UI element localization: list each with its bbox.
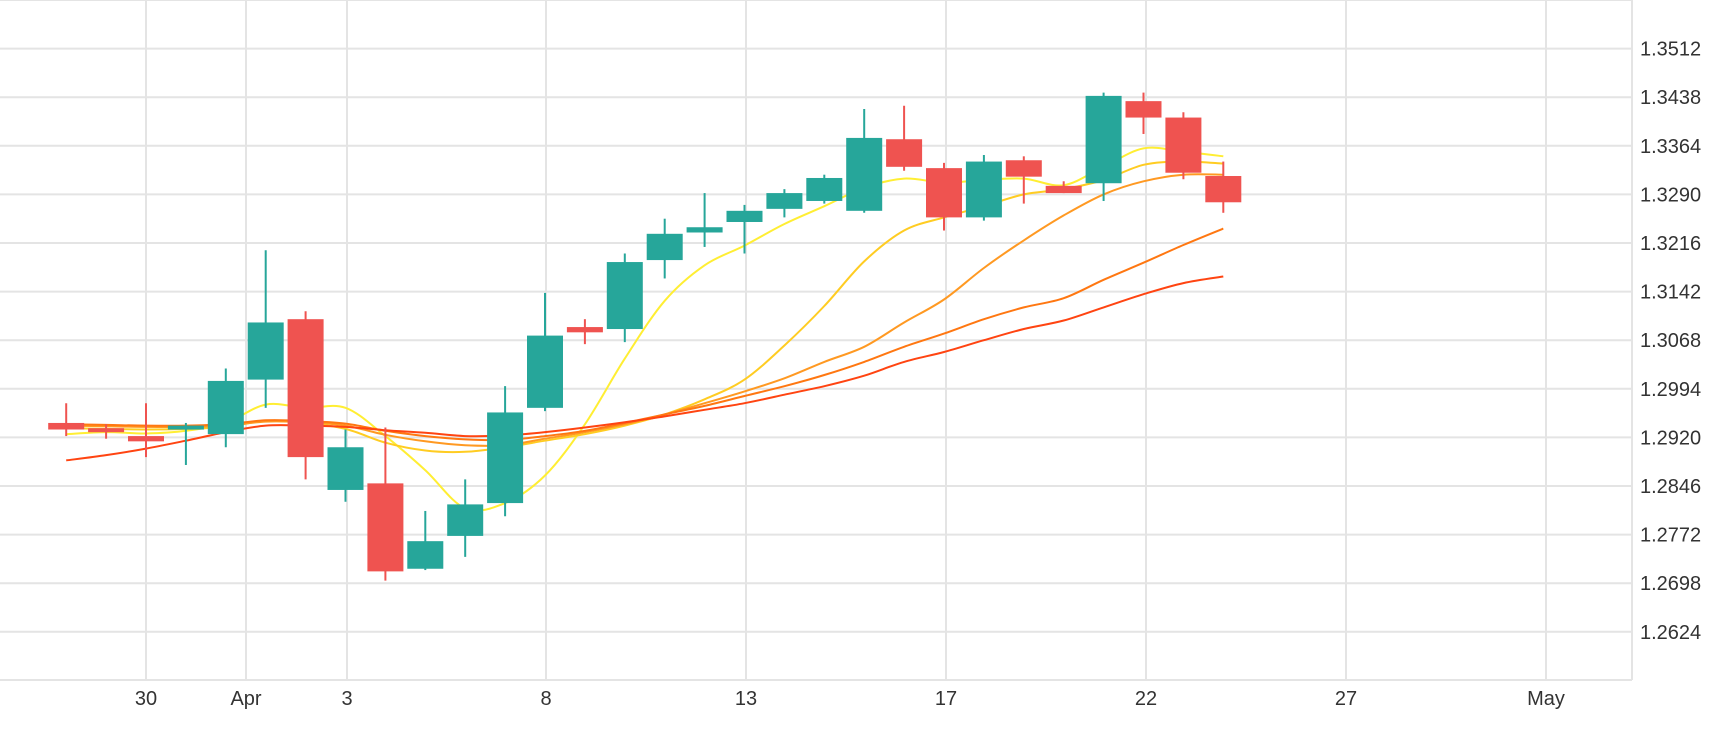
moving-average-lines	[66, 146, 1224, 512]
x-tick-label: May	[1527, 688, 1565, 710]
candle-up	[965, 154, 1002, 221]
candle-up	[487, 386, 524, 517]
candle-body	[886, 139, 923, 167]
y-tick-label: 1.3512	[1640, 39, 1701, 61]
candle-up	[846, 109, 883, 213]
candle-body	[207, 380, 244, 435]
candle-down	[128, 403, 164, 458]
x-tick-label: 22	[1135, 688, 1157, 710]
candle-body	[965, 161, 1002, 218]
candle-up	[447, 479, 484, 557]
candle-down	[1205, 161, 1242, 213]
y-tick-label: 1.2698	[1640, 573, 1701, 595]
candle-body	[1205, 176, 1242, 203]
y-tick-label: 1.2624	[1640, 622, 1701, 644]
candle-up	[167, 422, 204, 465]
candle-body	[128, 436, 164, 442]
x-axis-labels: 30 Apr 3 8 13 17 22 27 May	[135, 688, 1565, 710]
candle-body	[606, 262, 643, 330]
candle-up	[407, 510, 444, 571]
candle-up	[1085, 92, 1122, 201]
candle-down	[1005, 156, 1042, 204]
candle-up	[247, 250, 284, 408]
candle-down	[287, 311, 324, 480]
y-tick-label: 1.3216	[1640, 233, 1701, 255]
y-tick-label: 1.3438	[1640, 87, 1701, 109]
y-tick-label: 1.2846	[1640, 476, 1701, 498]
y-tick-label: 1.2994	[1640, 379, 1701, 401]
candle-up	[327, 429, 364, 502]
candle-body	[846, 137, 883, 211]
candle-body	[527, 335, 563, 408]
candle-body	[367, 483, 404, 572]
candle-body	[407, 541, 444, 569]
candle-down	[48, 403, 85, 437]
moving-average-line-5	[66, 275, 1224, 462]
x-tick-label: 3	[341, 688, 352, 710]
x-tick-label: 8	[540, 688, 551, 710]
candle-body	[48, 422, 85, 430]
candle-down	[1125, 92, 1162, 134]
candle-down	[566, 319, 603, 345]
y-tick-label: 1.3068	[1640, 330, 1701, 352]
x-tick-label: 27	[1335, 688, 1357, 710]
candle-up	[527, 292, 563, 412]
y-tick-label: 1.2920	[1640, 427, 1701, 449]
candle-body	[926, 168, 962, 218]
candle-up	[606, 253, 643, 343]
candle-body	[686, 227, 723, 233]
y-tick-label: 1.3290	[1640, 184, 1701, 206]
candle-body	[1045, 185, 1082, 194]
candle-body	[566, 327, 603, 333]
candle-body	[487, 412, 524, 504]
y-tick-label: 1.2772	[1640, 525, 1701, 547]
candle-body	[726, 210, 763, 222]
candle-body	[1125, 101, 1162, 118]
candle-up	[806, 174, 843, 204]
candle-down	[1045, 181, 1082, 194]
candle-down	[88, 424, 125, 439]
y-tick-label: 1.3142	[1640, 282, 1701, 304]
candle-body	[1085, 95, 1122, 184]
moving-average-line-1	[66, 146, 1224, 512]
y-tick-label: 1.3364	[1640, 136, 1701, 158]
x-tick-label: Apr	[230, 688, 261, 710]
candle-up	[726, 204, 763, 254]
candle-up	[207, 368, 244, 448]
y-axis-labels: 1.3512 1.3438 1.3364 1.3290 1.3216 1.3142 1.30…	[1640, 39, 1701, 644]
candle-body	[1165, 117, 1202, 173]
candle-down	[886, 105, 923, 171]
candles	[48, 92, 1242, 581]
x-tick-label: 30	[135, 688, 157, 710]
horizontal-gridlines	[0, 0, 1632, 633]
candle-body	[766, 193, 803, 209]
candle-down	[926, 162, 962, 231]
candle-body	[287, 319, 324, 458]
candle-body	[167, 425, 204, 430]
candle-body	[1005, 160, 1042, 177]
candle-up	[686, 193, 723, 247]
x-tick-label: 17	[935, 688, 957, 710]
candle-body	[327, 447, 364, 490]
candle-body	[646, 233, 683, 261]
candle-up	[766, 189, 803, 218]
candle-down	[1165, 112, 1202, 180]
candle-body	[247, 322, 284, 380]
candle-down	[367, 427, 404, 581]
x-tick-label: 13	[735, 688, 757, 710]
candle-body	[806, 177, 843, 201]
candle-body	[88, 428, 125, 433]
candle-up	[646, 218, 683, 279]
candle-body	[447, 504, 484, 536]
